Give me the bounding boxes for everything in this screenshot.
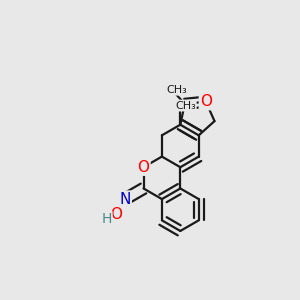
- Text: CH₃: CH₃: [167, 85, 188, 95]
- Text: CH₃: CH₃: [175, 100, 196, 111]
- Text: N: N: [119, 192, 131, 207]
- Text: O: O: [200, 94, 212, 109]
- Text: O: O: [137, 160, 149, 175]
- Text: H: H: [101, 212, 112, 226]
- Text: O: O: [110, 207, 122, 222]
